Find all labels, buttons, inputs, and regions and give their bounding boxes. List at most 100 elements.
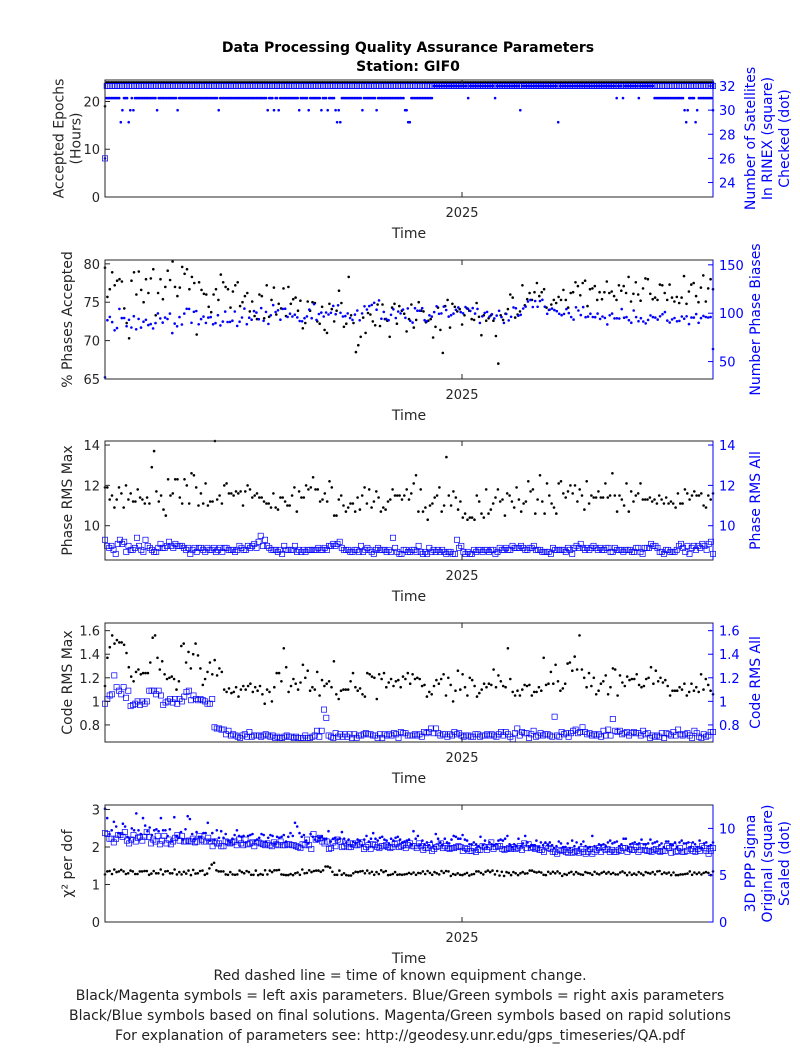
data-point [218,494,221,497]
data-point [437,682,441,685]
data-point [201,869,204,872]
data-point [287,835,290,839]
data-point [621,870,624,873]
data-point [670,843,677,850]
data-point [226,839,230,842]
right-axis-label: In RINEX (square) [760,77,776,200]
data-point [670,296,674,299]
data-point [148,83,154,89]
data-point [163,316,167,319]
data-point [579,313,583,317]
data-point [477,315,481,319]
data-point [304,321,307,325]
data-point [625,873,629,877]
data-point [418,843,425,850]
data-point [174,96,178,100]
data-point [665,546,672,553]
data-point [171,331,174,335]
data-point [367,846,374,852]
data-point [581,873,585,877]
data-point [629,490,633,493]
data-point [451,700,455,703]
data-point [614,873,617,876]
data-point [358,508,362,511]
data-point [479,843,486,850]
data-point [176,108,179,112]
data-point [328,866,332,869]
data-point [332,304,335,308]
data-point [180,323,184,326]
data-point [228,841,232,844]
data-point [503,846,510,852]
data-point [338,869,341,872]
data-point [180,544,187,551]
data-point [194,486,198,489]
data-point [654,669,658,672]
data-point [439,841,442,844]
data-point [424,506,427,509]
data-point [378,836,382,840]
data-point [596,544,603,551]
data-point [342,837,346,840]
data-point [432,684,436,688]
data-point [518,694,522,697]
data-point [486,869,490,872]
data-point [629,843,632,846]
data-point [396,873,399,877]
data-point [509,677,512,681]
data-point [137,83,144,89]
data-point [600,871,603,875]
data-point [582,676,586,680]
data-point [209,83,216,89]
data-point [255,839,262,846]
data-point [270,870,274,874]
data-point [694,312,698,316]
data-point [574,281,577,284]
data-point [484,870,487,874]
data-point [177,680,181,683]
data-point [337,83,343,89]
data-point [490,843,494,846]
data-point [634,315,638,319]
data-point [387,548,394,555]
data-point [122,870,125,873]
data-point [499,846,506,852]
data-point [700,846,704,850]
data-point [419,488,423,491]
data-point [539,841,543,844]
data-point [323,492,327,495]
data-point [226,287,230,291]
data-point [266,873,269,876]
left-axis-label: (Hours) [69,113,85,165]
data-point [447,315,451,318]
data-point [582,840,585,843]
data-point [297,490,301,493]
data-point [363,695,367,698]
data-point [535,871,538,874]
data-point [255,83,262,89]
data-point [334,108,337,112]
data-point [307,842,310,845]
data-point [227,492,231,495]
data-point [703,546,710,553]
data-point [554,663,557,667]
data-point [121,829,128,836]
data-point [519,510,523,513]
data-point [421,839,424,842]
data-point [142,536,149,543]
data-point [205,872,209,875]
data-point [621,96,625,100]
data-point [656,870,659,873]
data-point [569,484,572,487]
data-point [651,297,654,301]
data-point [213,658,216,662]
data-point [584,870,587,874]
data-point [602,732,609,739]
left-tick-label: 1.6 [79,625,100,640]
data-point [452,312,455,315]
data-point [560,874,564,878]
data-point [426,544,433,551]
data-point [331,870,334,874]
data-point [155,828,158,831]
data-point [416,676,419,680]
